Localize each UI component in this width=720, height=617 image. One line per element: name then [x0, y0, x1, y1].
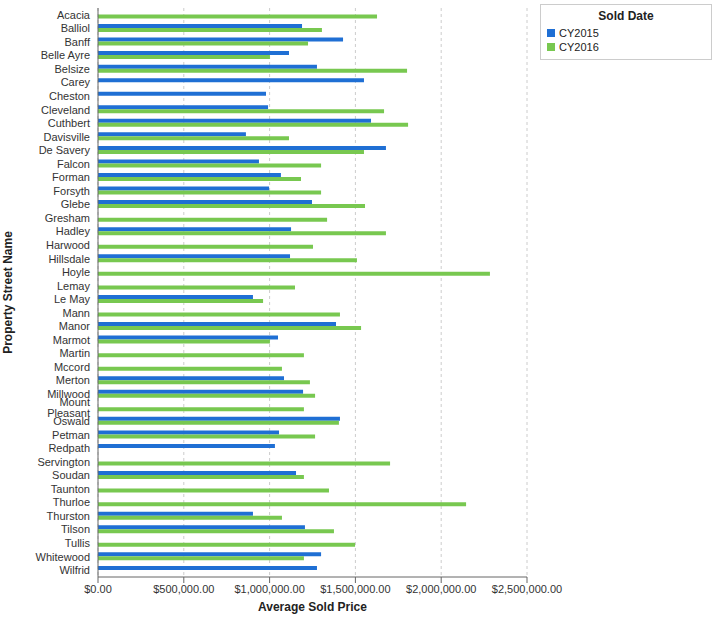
svg-text:Acacia: Acacia: [57, 9, 91, 21]
svg-text:Martin: Martin: [59, 347, 90, 359]
svg-text:Banff: Banff: [65, 36, 91, 48]
svg-text:De Savery: De Savery: [39, 144, 91, 156]
svg-text:Lemay: Lemay: [57, 280, 91, 292]
svg-text:Gresham: Gresham: [45, 212, 90, 224]
svg-text:Servington: Servington: [37, 456, 90, 468]
svg-text:Hoyle: Hoyle: [62, 266, 90, 278]
svg-text:Property Street Name: Property Street Name: [8, 231, 15, 354]
svg-text:Thurloe: Thurloe: [53, 496, 90, 508]
svg-text:$2,500,000.00: $2,500,000.00: [492, 583, 562, 595]
svg-text:Marmot: Marmot: [53, 334, 90, 346]
svg-text:Tilson: Tilson: [61, 523, 90, 535]
svg-text:Taunton: Taunton: [51, 483, 90, 495]
svg-text:$500,000.00: $500,000.00: [153, 583, 214, 595]
svg-text:Manor: Manor: [59, 320, 91, 332]
svg-text:Balliol: Balliol: [61, 22, 90, 34]
svg-text:Cheston: Cheston: [49, 90, 90, 102]
svg-text:Merton: Merton: [56, 374, 90, 386]
svg-text:Petman: Petman: [52, 429, 90, 441]
svg-text:Forsyth: Forsyth: [53, 185, 90, 197]
svg-text:Carey: Carey: [61, 76, 91, 88]
svg-text:Cuthbert: Cuthbert: [48, 117, 90, 129]
svg-text:Whitewood: Whitewood: [36, 551, 90, 563]
svg-text:$1,500,000.00: $1,500,000.00: [320, 583, 390, 595]
svg-text:$0.00: $0.00: [84, 583, 112, 595]
svg-text:Hillsdale: Hillsdale: [48, 253, 90, 265]
svg-text:Soudan: Soudan: [52, 469, 90, 481]
svg-text:Redpath: Redpath: [48, 442, 90, 454]
svg-text:Falcon: Falcon: [57, 158, 90, 170]
svg-text:Cleveland: Cleveland: [41, 104, 90, 116]
svg-text:$1,000,000.00: $1,000,000.00: [234, 583, 304, 595]
svg-text:Tullis: Tullis: [65, 537, 91, 549]
svg-text:Forman: Forman: [52, 171, 90, 183]
svg-text:Hadley: Hadley: [56, 225, 91, 237]
svg-text:Le May: Le May: [54, 293, 91, 305]
svg-text:Belsize: Belsize: [55, 63, 90, 75]
svg-text:Average Sold Price: Average Sold Price: [258, 600, 367, 614]
svg-text:Davisville: Davisville: [44, 131, 90, 143]
svg-text:Oswald: Oswald: [53, 415, 90, 427]
svg-text:Belle Ayre: Belle Ayre: [41, 49, 90, 61]
svg-text:Wilfrid: Wilfrid: [59, 564, 90, 576]
svg-text:Harwood: Harwood: [46, 239, 90, 251]
svg-text:$2,000,000.00: $2,000,000.00: [406, 583, 476, 595]
svg-text:Mann: Mann: [62, 307, 90, 319]
svg-text:Glebe: Glebe: [61, 198, 90, 210]
svg-text:Thurston: Thurston: [47, 510, 90, 522]
svg-text:Mccord: Mccord: [54, 361, 90, 373]
